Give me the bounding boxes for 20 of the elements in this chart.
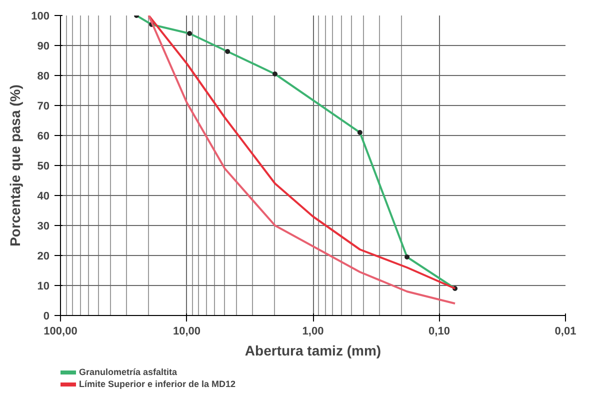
x-tick-label: 0,01 [554, 326, 576, 338]
y-tick-label: 30 [37, 220, 50, 232]
y-tick-label: 80 [37, 70, 50, 82]
y-tick-label: 10 [37, 280, 50, 292]
x-tick-label: 100,00 [44, 326, 78, 338]
y-axis-title: Porcentaje que pasa (%) [7, 84, 24, 246]
x-tick-label: 1,00 [302, 326, 324, 338]
y-tick-label: 100 [31, 10, 50, 22]
y-tick-label: 0 [43, 310, 50, 322]
x-axis-title: Abertura tamiz (mm) [244, 342, 382, 358]
x-tick-label: 0,10 [428, 326, 450, 338]
y-tick-label: 70 [37, 100, 50, 112]
legend-label: Granulometría asfaltita [79, 366, 178, 377]
y-tick-label: 40 [37, 190, 50, 202]
y-tick-label: 50 [37, 160, 50, 172]
x-tick-label: 10,00 [172, 326, 201, 338]
y-tick-label: 20 [37, 250, 50, 262]
y-tick-label: 90 [37, 40, 50, 52]
legend-label: Límite Superior e inferior de la MD12 [79, 378, 236, 389]
y-tick-label: 60 [37, 130, 50, 142]
